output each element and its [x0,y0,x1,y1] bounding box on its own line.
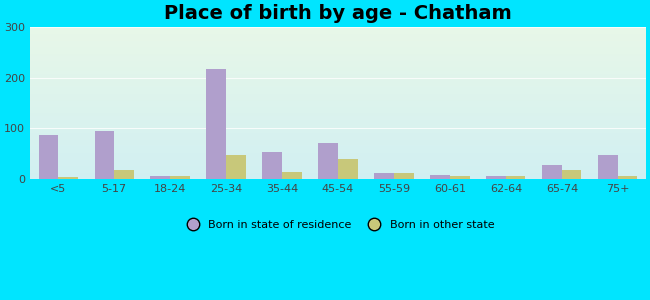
Bar [618,176,638,179]
Bar [430,175,450,179]
Bar [318,142,338,179]
Bar [38,135,58,179]
Bar [282,172,302,179]
Bar [170,176,190,179]
Bar [94,131,114,179]
Bar [207,69,226,179]
Bar [374,173,394,179]
Legend: Born in state of residence, Born in other state: Born in state of residence, Born in othe… [177,215,499,234]
Bar [226,155,246,179]
Bar [338,159,358,179]
Bar [598,155,618,179]
Bar [263,152,282,179]
Bar [151,176,170,179]
Title: Place of birth by age - Chatham: Place of birth by age - Chatham [164,4,512,23]
Bar [114,170,134,179]
Bar [450,176,469,179]
Bar [562,170,582,179]
Bar [542,165,562,179]
Bar [394,173,413,179]
Bar [58,178,78,179]
Bar [486,176,506,179]
Bar [506,176,525,179]
